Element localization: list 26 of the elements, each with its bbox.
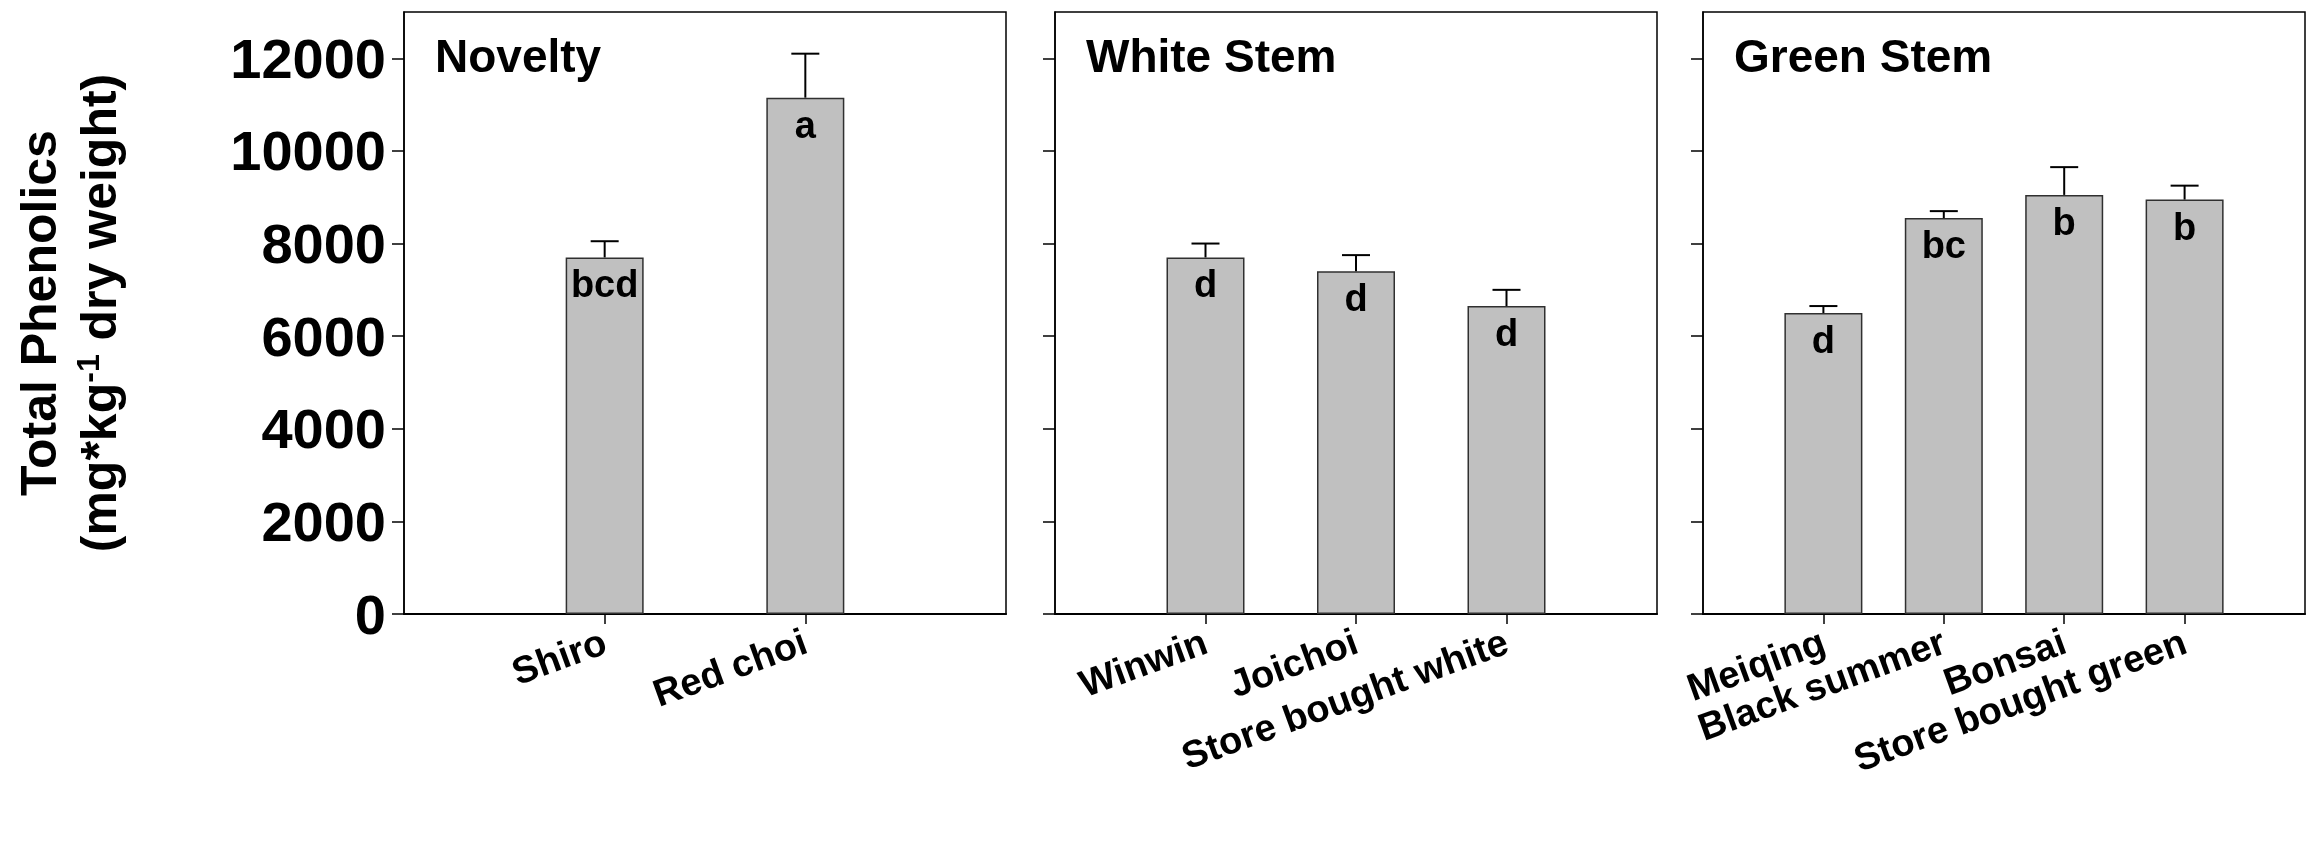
x-tick-label: Shiro [506,620,612,693]
data-label: b [2052,200,2076,243]
y-tick-label: 10000 [230,119,386,183]
y-tick-label: 2000 [261,489,386,553]
y-tick-label: 4000 [261,397,386,461]
data-label: d [1193,263,1218,306]
chart-title: White Stem [1086,30,1337,82]
y-tick-label: 12000 [230,26,386,90]
chart-title: Green Stem [1734,30,1993,82]
x-tick-label: Red choi [647,620,813,715]
y-tick-label: 0 [354,582,386,646]
data-label: d [1494,312,1519,355]
y-tick-label: 8000 [261,212,386,276]
bar [1904,218,1983,614]
bar [2145,199,2224,614]
bar [1784,313,1863,614]
data-label: a [794,103,817,146]
data-label: d [1811,319,1836,361]
data-label: bcd [570,263,639,306]
data-label: bc [1921,224,1966,267]
data-label: d [1344,277,1368,320]
x-tick-label: Winwin [1073,620,1213,706]
y-tick-label: 6000 [261,304,386,368]
chart-title: Novelty [435,30,602,82]
data-label: b [2172,205,2197,248]
bar [2025,194,2104,614]
